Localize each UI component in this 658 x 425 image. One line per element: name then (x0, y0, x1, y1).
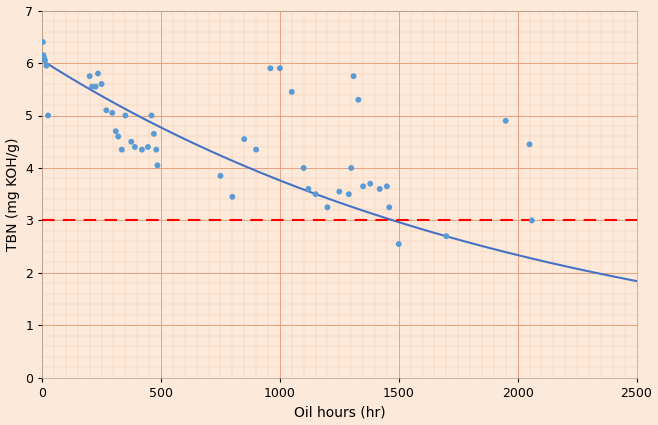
Point (298, 164, 309, 171)
Point (353, 96, 364, 103)
Point (107, 110, 118, 116)
Point (334, 188, 345, 195)
Point (149, 130, 159, 137)
Point (526, 217, 537, 224)
Point (311, 191, 321, 198)
Point (93, 70, 103, 77)
Point (43, 112, 53, 119)
Point (38, 39, 48, 45)
Point (143, 144, 153, 150)
Point (265, 65, 276, 72)
Point (286, 88, 297, 95)
Point (116, 146, 127, 153)
Point (151, 146, 161, 153)
Point (96, 81, 107, 88)
Point (215, 173, 226, 179)
Point (130, 144, 140, 150)
Point (90, 83, 101, 90)
Point (39, 54, 49, 61)
X-axis label: Oil hours (hr): Oil hours (hr) (293, 405, 385, 419)
Point (365, 180, 376, 187)
Point (441, 233, 451, 240)
Point (239, 136, 249, 142)
Point (101, 107, 112, 113)
Point (374, 186, 385, 193)
Point (322, 204, 333, 211)
Point (39, 57, 50, 64)
Point (41, 62, 52, 69)
Point (137, 146, 147, 153)
Point (111, 128, 121, 135)
Point (126, 138, 137, 145)
Point (303, 186, 314, 193)
Point (384, 204, 395, 211)
Point (501, 117, 511, 124)
Point (274, 65, 285, 72)
Point (358, 183, 368, 190)
Point (120, 112, 131, 119)
Point (348, 73, 359, 79)
Point (38, 52, 49, 59)
Point (146, 112, 157, 119)
Point (227, 193, 238, 200)
Y-axis label: TBN (mg KOH/g): TBN (mg KOH/g) (5, 137, 20, 251)
Point (382, 183, 392, 190)
Point (84, 73, 95, 79)
Point (251, 146, 261, 153)
Point (343, 191, 354, 198)
Point (346, 164, 357, 171)
Point (524, 141, 535, 148)
Point (393, 241, 404, 247)
Point (87, 83, 97, 90)
Point (113, 133, 124, 140)
Point (152, 162, 163, 169)
